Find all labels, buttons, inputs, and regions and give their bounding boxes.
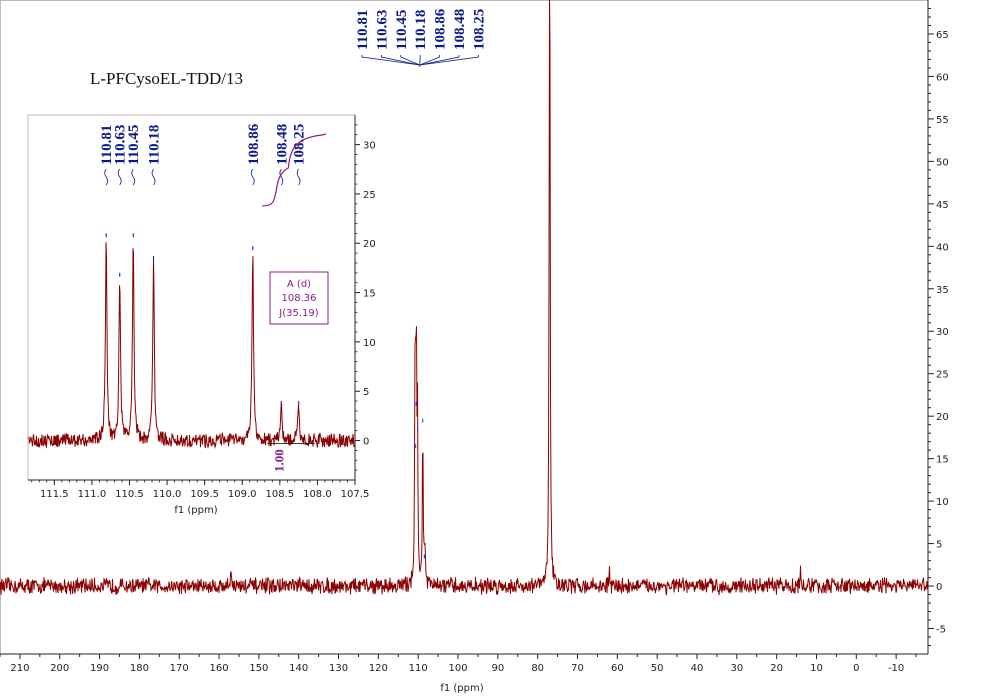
x-tick-label: 200 <box>50 663 69 674</box>
multiplet-box <box>269 271 329 325</box>
x-tick-label: 120 <box>369 663 388 674</box>
peak-label-connector <box>419 55 479 66</box>
inset-peak-label-tick <box>131 168 136 186</box>
x-tick-label: 0 <box>853 663 859 674</box>
inset-x-tick-label: 109.0 <box>228 489 257 500</box>
inset-peak-label: 110.63 <box>113 125 129 165</box>
peak-label-connector <box>400 55 420 66</box>
x-tick-label: 130 <box>329 663 348 674</box>
inset-x-tick-label: 111.0 <box>78 489 107 500</box>
peak-label: 108.48 <box>452 9 468 50</box>
inset-spectrum-trace <box>28 242 355 450</box>
y-tick-label: 35 <box>936 285 949 296</box>
y-tick-label: 5 <box>936 540 942 551</box>
x-tick-label: 110 <box>409 663 428 674</box>
inset-peak-label: 110.81 <box>99 125 115 165</box>
inset-y-tick-label: 5 <box>363 387 369 398</box>
peak-label-connector <box>361 55 420 66</box>
x-axis-title: f1 (ppm) <box>440 683 483 694</box>
inset-x-tick-label: 110.0 <box>153 489 182 500</box>
main-spectrum-plot: 210 200 190 180 170 160 150 140 130 120 110 100 90 80… <box>0 0 949 694</box>
x-tick-label: 210 <box>10 663 29 674</box>
peak-label: 108.25 <box>471 9 487 50</box>
inset-x-tick-label: 109.5 <box>190 489 219 500</box>
x-tick-label: 50 <box>651 663 664 674</box>
y-tick-label: -5 <box>936 625 946 636</box>
x-tick-label: 40 <box>691 663 704 674</box>
peak-label: 110.63 <box>374 10 390 50</box>
peak-label: 110.18 <box>413 10 429 50</box>
x-tick-label: 190 <box>90 663 109 674</box>
peak-label: 108.86 <box>433 8 449 50</box>
inset-x-tick-label: 111.5 <box>40 489 69 500</box>
inset-x-axis-title: f1 (ppm) <box>174 505 217 516</box>
sample-title: L-PFCysoEL-TDD/13 <box>90 69 243 88</box>
y-tick-label: 0 <box>936 582 942 593</box>
x-tick-label: 70 <box>571 663 584 674</box>
inset-peak-label-tick <box>117 168 122 186</box>
inset-y-tick-label: 0 <box>363 437 369 448</box>
x-tick-label: 160 <box>210 663 229 674</box>
x-tick-label: 100 <box>448 663 467 674</box>
y-tick-label: 65 <box>936 30 949 41</box>
inset-peak-label: 108.86 <box>246 123 262 165</box>
inset-y-tick-label: 15 <box>363 289 376 300</box>
y-tick-label: 15 <box>936 455 949 466</box>
y-tick-label: 30 <box>936 327 949 338</box>
integral-value: 1.00 <box>272 449 287 472</box>
peak-label-connector <box>419 55 460 66</box>
inset-peak-label-tick <box>296 168 301 186</box>
x-tick-label: 90 <box>491 663 504 674</box>
y-tick-label: 40 <box>936 242 949 253</box>
inset-y-tick-label: 25 <box>363 190 376 201</box>
x-tick-label: 30 <box>730 663 743 674</box>
inset-peak-label-tick <box>104 168 109 186</box>
inset-peak-label: 108.25 <box>292 124 308 165</box>
x-tick-label: 60 <box>611 663 624 674</box>
inset-peak-label: 110.18 <box>147 125 163 165</box>
inset-peak-label: 108.48 <box>274 124 290 165</box>
inset-x-tick-label: 110.5 <box>115 489 144 500</box>
x-tick-label: 180 <box>130 663 149 674</box>
peak-label-connector <box>381 55 420 66</box>
inset-spectrum-plot: 111.5 111.0 110.5 110.0 109.5 109.0 108.5 108.0… <box>27 114 376 516</box>
y-tick-label: 10 <box>936 497 949 508</box>
y-tick-label: 45 <box>936 200 949 211</box>
x-tick-label: 20 <box>770 663 783 674</box>
inset-y-tick-label: 10 <box>363 338 376 349</box>
peak-label: 110.81 <box>355 10 371 50</box>
x-tick-label: 140 <box>289 663 308 674</box>
inset-x-tick-label: 108.5 <box>266 489 295 500</box>
multiplet-shift: 108.36 <box>282 293 317 304</box>
inset-y-tick-label: 20 <box>363 239 376 250</box>
inset-x-tick-label: 107.5 <box>341 489 370 500</box>
x-tick-label: 150 <box>249 663 268 674</box>
multiplet-name: A (d) <box>287 279 311 290</box>
y-tick-label: 20 <box>936 412 949 423</box>
spectrum-trace <box>0 0 929 596</box>
inset-peak-label-tick <box>250 168 255 186</box>
peak-label-connector <box>419 55 440 66</box>
integral-curve <box>262 133 327 207</box>
inset-x-tick-label: 108.0 <box>303 489 332 500</box>
x-tick-label: -10 <box>888 663 904 674</box>
inset-peak-label: 110.45 <box>126 125 142 165</box>
y-tick-label: 60 <box>936 72 949 83</box>
inset-peak-label-tick <box>151 168 156 186</box>
peak-label: 110.45 <box>394 10 410 50</box>
x-tick-label: 80 <box>531 663 544 674</box>
y-tick-label: 50 <box>936 157 949 168</box>
y-tick-label: 55 <box>936 115 949 126</box>
inset-peak-label-tick <box>279 168 284 186</box>
x-tick-label: 10 <box>810 663 823 674</box>
multiplet-j: J(35.19) <box>278 308 318 319</box>
x-tick-label: 170 <box>170 663 189 674</box>
inset-y-tick-label: 30 <box>363 141 376 152</box>
y-tick-label: 25 <box>936 370 949 381</box>
